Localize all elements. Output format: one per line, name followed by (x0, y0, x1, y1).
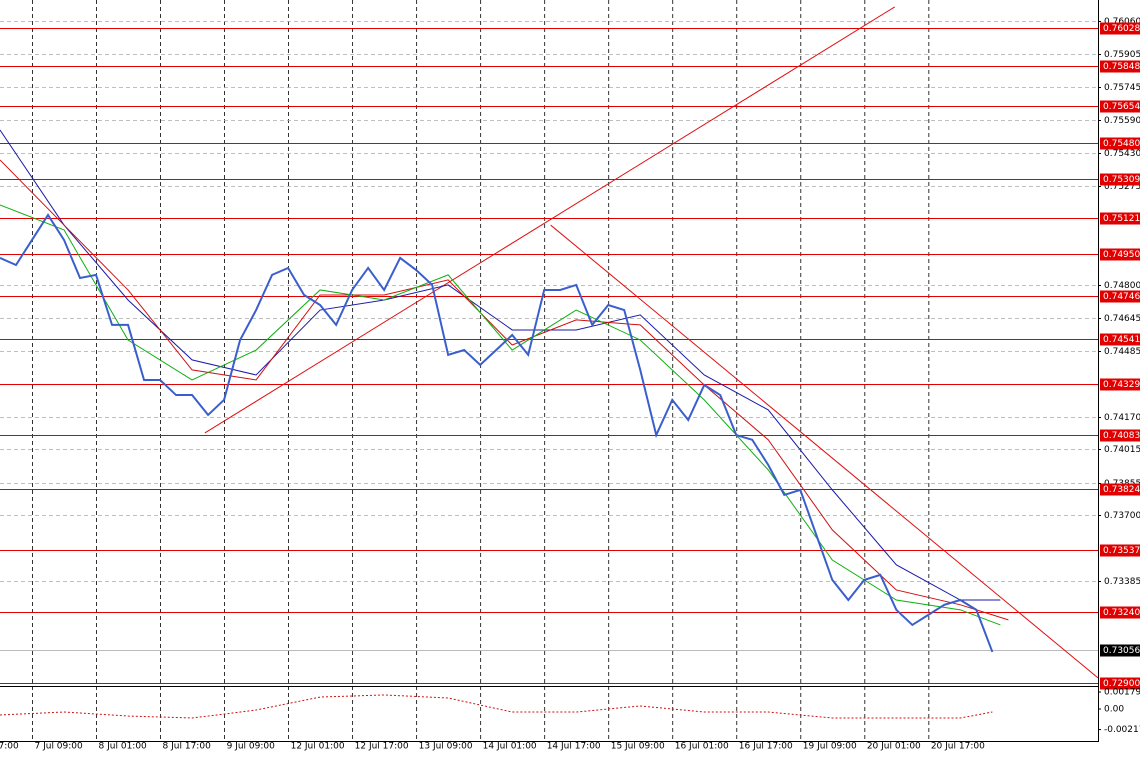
y-tick-label: 0.73385 (1104, 577, 1140, 587)
level-label-box (1100, 606, 1140, 619)
x-tick-label: 14 Jul 17:00 (547, 742, 601, 752)
x-tick-label: 12 Jul 17:00 (355, 742, 409, 752)
level-label-box (1100, 429, 1140, 442)
moving-average (0, 204, 1001, 626)
level-label-box (1100, 248, 1140, 261)
current-price-label: 0.73056 (1103, 646, 1140, 656)
x-tick-label: 14 Jul 01:00 (483, 742, 537, 752)
level-label-box (1100, 378, 1140, 391)
y-tick-label: 0.75430 (1104, 149, 1140, 159)
level-label: 0.74950 (1103, 250, 1140, 260)
moving-average (0, 159, 1009, 621)
y-tick-label: 0.74485 (1104, 347, 1140, 357)
x-tick-label: 16 Jul 01:00 (675, 742, 729, 752)
y-tick-label: 0.75275 (1104, 182, 1140, 192)
x-tick-label: 8 Jul 17:00 (163, 742, 212, 752)
x-tick-label: 7 Jul 09:00 (35, 742, 84, 752)
trend-line (204, 6, 895, 434)
x-tick-label: 13 Jul 09:00 (419, 742, 473, 752)
x-tick-label: 20 Jul 17:00 (931, 742, 985, 752)
x-tick-label: 19 Jul 09:00 (803, 742, 857, 752)
level-label: 0.75848 (1103, 62, 1140, 72)
y-tick-label: 0.74015 (1104, 445, 1140, 455)
x-tick-label: 20 Jul 01:00 (867, 742, 921, 752)
osc-y-tick-label: -0.00217 (1104, 725, 1140, 735)
level-label-box (1100, 677, 1140, 690)
level-label-box (1100, 173, 1140, 186)
level-label: 0.73824 (1103, 485, 1140, 495)
level-label: 0.74541 (1103, 335, 1140, 345)
level-label-box (1100, 137, 1140, 150)
level-label-box (1100, 100, 1140, 113)
y-tick-label: 0.73700 (1104, 511, 1140, 521)
x-tick-label: 8 Jul 01:00 (99, 742, 148, 752)
trend-line (550, 224, 1099, 679)
x-tick-label: 9 Jul 09:00 (227, 742, 276, 752)
y-tick-label: 0.75590 (1104, 116, 1140, 126)
x-tick-label: 15 Jul 09:00 (611, 742, 665, 752)
level-label-box (1100, 333, 1140, 346)
y-tick-label: 0.74170 (1104, 413, 1140, 423)
x-tick-label: 12 Jul 01:00 (291, 742, 345, 752)
level-label: 0.72900 (1103, 679, 1140, 689)
level-label: 0.74746 (1103, 292, 1140, 302)
level-label: 0.75309 (1103, 175, 1140, 185)
moving-average (0, 129, 1001, 601)
level-label: 0.75121 (1103, 214, 1140, 224)
current-price-box (1100, 644, 1140, 657)
price-line (0, 213, 994, 653)
level-label: 0.75654 (1103, 102, 1140, 112)
level-label-box (1100, 483, 1140, 496)
y-tick-label: 0.75905 (1104, 50, 1140, 60)
level-label-box (1100, 290, 1140, 303)
osc-y-tick-label: 0.001792 (1104, 688, 1140, 698)
level-label-box (1100, 212, 1140, 225)
level-label: 0.74083 (1103, 431, 1140, 441)
level-label-box (1100, 60, 1140, 73)
y-tick-label: 0.75745 (1104, 83, 1140, 93)
x-tick-label: 6 Jul 17:00 (0, 742, 19, 752)
level-label-box (1100, 544, 1140, 557)
level-label: 0.73537 (1103, 546, 1140, 556)
level-label: 0.73240 (1103, 608, 1140, 618)
level-label: 0.76028 (1103, 24, 1140, 34)
osc-y-tick-label: 0.00 (1104, 704, 1124, 714)
y-tick-label: 0.74645 (1104, 314, 1140, 324)
y-tick-label: 0.76060 (1104, 17, 1140, 27)
level-label: 0.75480 (1103, 139, 1140, 149)
x-tick-label: 16 Jul 17:00 (739, 742, 793, 752)
y-tick-label: 0.74800 (1104, 281, 1140, 291)
level-label: 0.74329 (1103, 380, 1140, 390)
level-label-box (1100, 22, 1140, 35)
